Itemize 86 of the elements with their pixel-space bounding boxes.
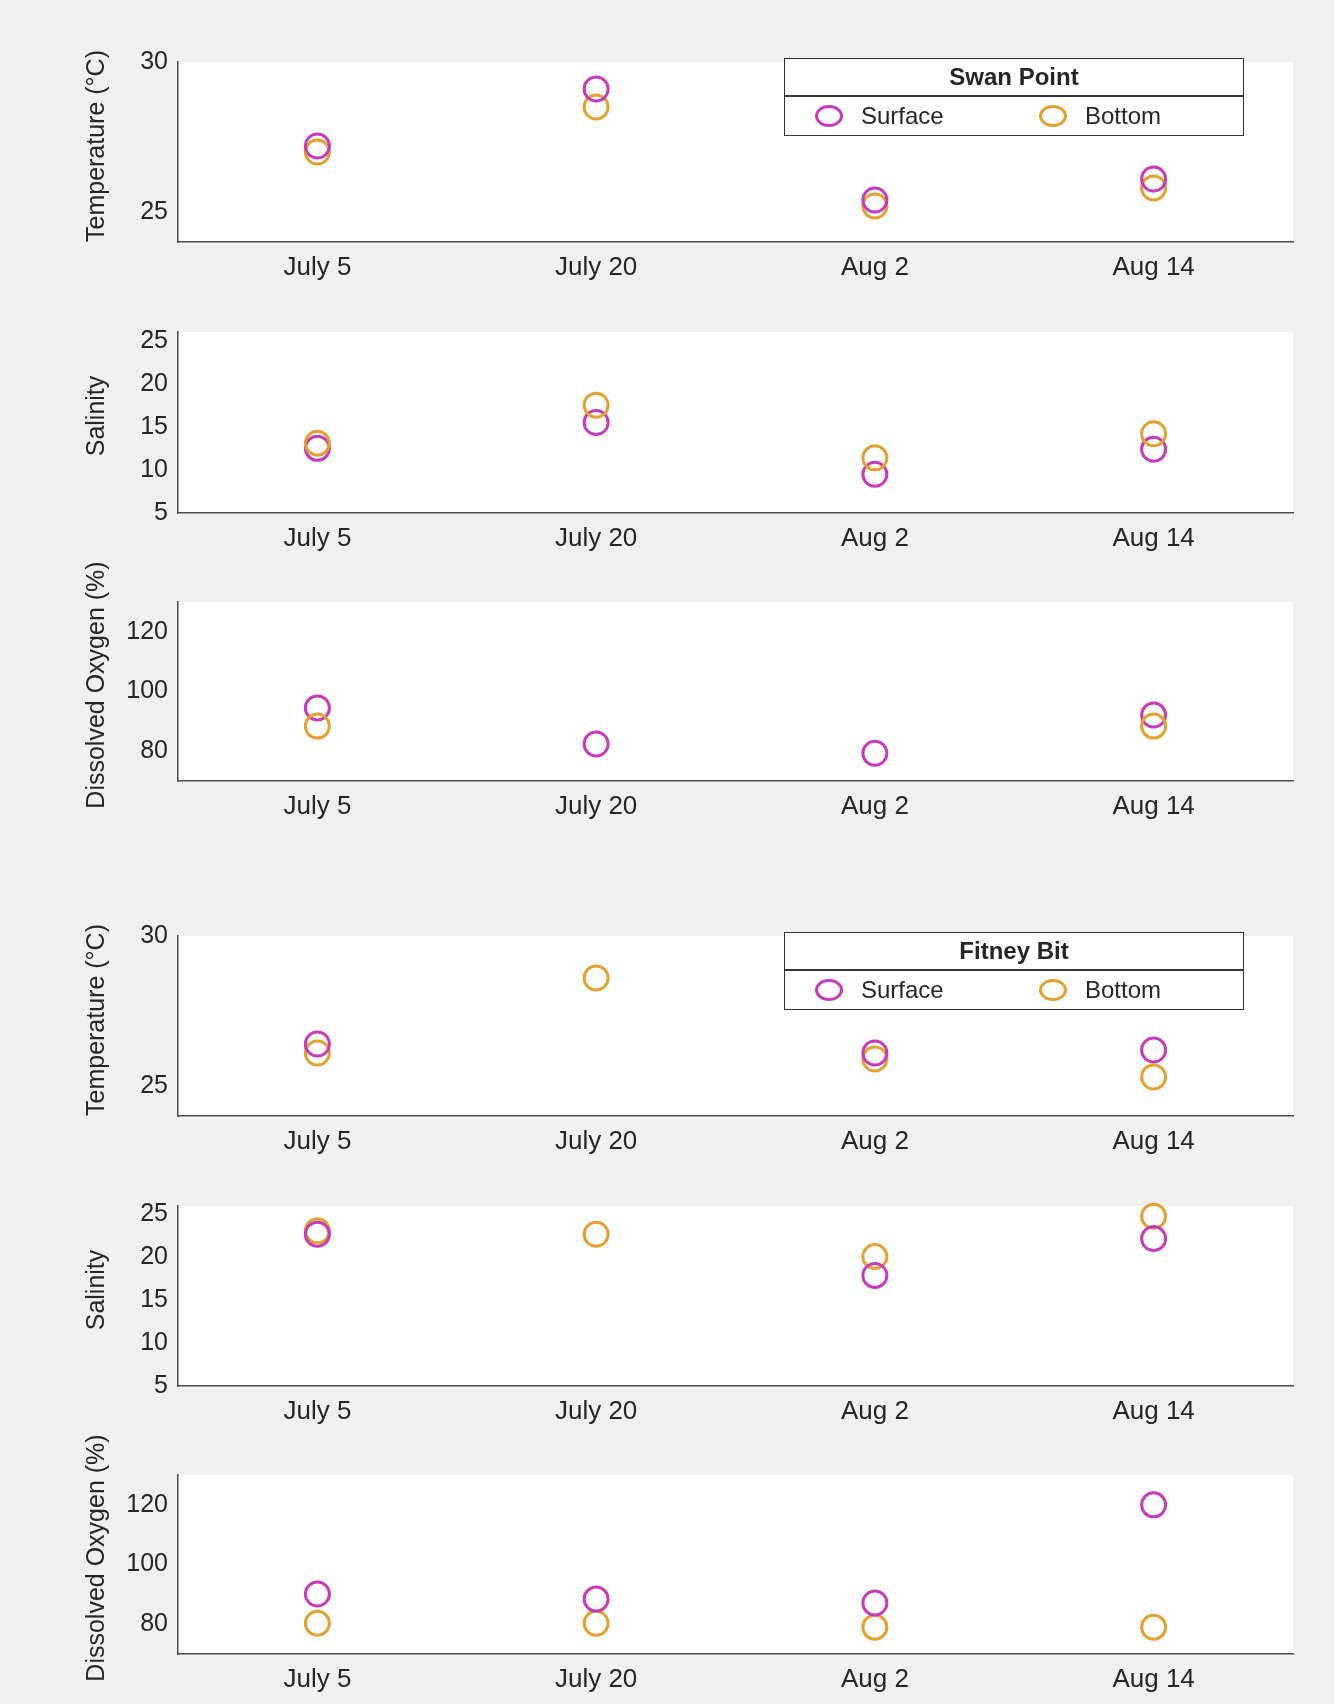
y-axis-title: Temperature (°C): [80, 49, 110, 242]
legend-label: Surface: [861, 102, 944, 130]
x-tick-label: Aug 14: [1112, 1394, 1195, 1425]
point: [303, 132, 331, 160]
y-tick-label: 20: [140, 1241, 168, 1270]
point: [1140, 1225, 1168, 1253]
y-tick-label: 30: [140, 919, 168, 948]
y-tick-label: 15: [140, 410, 168, 439]
point: [1140, 165, 1168, 193]
x-tick-label: July 5: [283, 1124, 352, 1155]
x-tick-label: Aug 2: [840, 1124, 909, 1155]
x-tick-label: Aug 2: [840, 521, 909, 552]
point: [861, 186, 889, 214]
legend-label: Surface: [861, 976, 944, 1004]
y-tick-label: 20: [140, 367, 168, 396]
point: [861, 1243, 889, 1271]
y-tick-label: 25: [140, 324, 168, 353]
x-tick-label: July 5: [283, 1662, 352, 1693]
y-axis-title: Dissolved Oxygen (%): [80, 561, 110, 809]
y-axis-title: Temperature (°C): [80, 923, 110, 1116]
point: [303, 1030, 331, 1058]
y-tick-label: 80: [140, 735, 168, 764]
point: [1140, 712, 1168, 740]
point: [861, 1261, 889, 1289]
point: [582, 730, 610, 758]
y-axis-title: Salinity: [80, 1249, 110, 1330]
y-axis-title: Dissolved Oxygen (%): [80, 1434, 110, 1682]
y-tick-label: 15: [140, 1284, 168, 1313]
point: [861, 444, 889, 472]
x-tick-label: July 5: [283, 250, 352, 281]
point: [582, 1220, 610, 1248]
legend-label: Bottom: [1085, 976, 1162, 1004]
y-tick-label: 5: [154, 1369, 168, 1398]
x-tick-label: July 5: [283, 521, 352, 552]
y-tick-label: 100: [126, 675, 168, 704]
point: [303, 1580, 331, 1608]
x-tick-label: Aug 2: [840, 1662, 909, 1693]
y-tick-label: 30: [140, 45, 168, 74]
legend-title: Fitney Bit: [958, 936, 1070, 966]
y-tick-label: 120: [126, 1488, 168, 1517]
point: [582, 1585, 610, 1613]
y-tick-label: 25: [140, 195, 168, 224]
x-tick-label: Aug 14: [1112, 789, 1195, 820]
x-tick-label: Aug 2: [840, 250, 909, 281]
y-tick-label: 120: [126, 615, 168, 644]
point: [582, 93, 610, 121]
point: [303, 712, 331, 740]
x-tick-label: July 20: [554, 250, 638, 281]
point: [861, 1039, 889, 1067]
y-tick-label: 10: [140, 1327, 168, 1356]
y-tick-label: 5: [154, 496, 168, 525]
point: [1140, 1491, 1168, 1519]
x-tick-label: July 20: [554, 789, 638, 820]
x-tick-label: Aug 2: [840, 789, 909, 820]
y-tick-label: 10: [140, 453, 168, 482]
x-tick-label: July 20: [554, 1124, 638, 1155]
point: [582, 391, 610, 419]
x-tick-label: Aug 14: [1112, 250, 1195, 281]
x-tick-label: July 20: [554, 521, 638, 552]
point: [582, 964, 610, 992]
point: [861, 739, 889, 767]
point: [1140, 1063, 1168, 1091]
x-tick-label: July 5: [283, 789, 352, 820]
x-tick-label: July 5: [283, 1394, 352, 1425]
x-tick-label: Aug 14: [1112, 1662, 1195, 1693]
y-axis-title: Salinity: [80, 375, 110, 457]
point: [1140, 1613, 1168, 1641]
point: [861, 1589, 889, 1617]
point: [582, 75, 610, 103]
x-tick-label: July 20: [554, 1394, 638, 1425]
y-tick-label: 80: [140, 1608, 168, 1637]
y-tick-label: 25: [140, 1198, 168, 1227]
x-tick-label: Aug 14: [1112, 1124, 1195, 1155]
point: [303, 1609, 331, 1637]
point: [861, 460, 889, 488]
y-tick-label: 25: [140, 1069, 168, 1098]
y-tick-label: 100: [126, 1548, 168, 1577]
point: [582, 409, 610, 436]
legend-title: Swan Point: [948, 62, 1080, 92]
legend-label: Bottom: [1085, 102, 1162, 130]
point: [1140, 1036, 1168, 1064]
x-tick-label: Aug 14: [1112, 521, 1195, 552]
point: [1140, 420, 1168, 448]
x-tick-label: Aug 2: [840, 1394, 909, 1425]
x-tick-label: July 20: [554, 1662, 638, 1693]
point: [303, 429, 331, 457]
